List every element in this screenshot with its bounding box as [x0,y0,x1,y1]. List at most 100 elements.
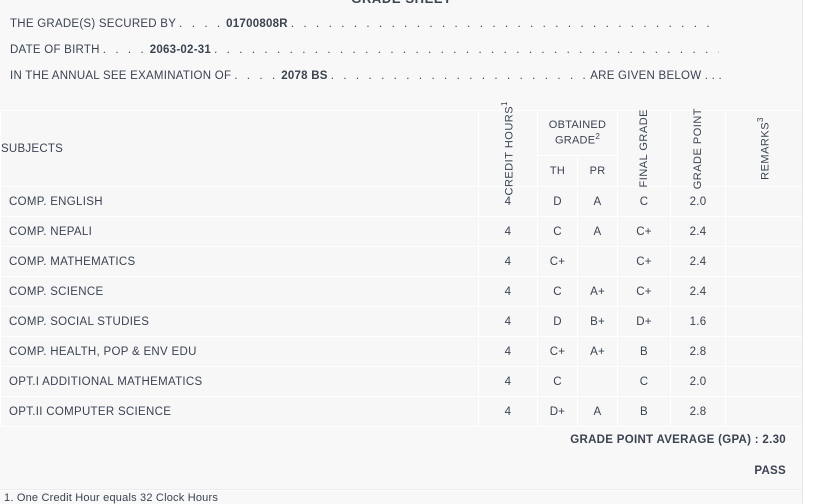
cell-obtained-pr [576,246,619,277]
cell-final-grade: C+ [617,216,672,247]
table-row: COMP. SCIENCE 4 C A+ C+ 2.4 [0,276,802,307]
cell-subject: COMP. ENGLISH [0,186,479,217]
table-row: COMP. ENGLISH 4 D A C 2.0 [0,186,802,217]
intro-label: IN THE ANNUAL SEE EXAMINATION OF [10,70,232,82]
dot-leader: . . . . . [102,44,147,56]
footnote-marker-2: 2 [595,132,601,142]
cell-obtained-th: C [537,216,578,247]
cell-obtained-pr: A [576,396,619,427]
dot-leader: . . . . . . . . . . . . . . . . . . . . … [214,44,719,56]
cell-grade-point: 2.8 [670,336,727,367]
column-header-grade-point: GRADE POINT [670,107,727,190]
column-header-obtained-grade: OBTAINED GRADE2 [536,110,619,156]
column-header-subjects: SUBJECTS [0,110,479,187]
cell-remarks [725,186,802,217]
table-row: OPT.I ADDITIONAL MATHEMATICS 4 C C 2.0 [0,366,802,397]
dot-leader: . . . . . . [179,18,224,30]
cell-grade-point: 2.4 [670,216,727,247]
cell-final-grade: C+ [617,246,672,277]
cell-subject: COMP. SOCIAL STUDIES [0,306,479,337]
cell-credit-hours: 4 [478,276,538,307]
column-header-th: TH [537,155,578,187]
cell-obtained-th: D+ [537,396,578,427]
intro-label: THE GRADE(S) SECURED BY [10,18,177,30]
cell-subject: COMP. MATHEMATICS [0,246,479,277]
cell-subject: COMP. SCIENCE [0,276,479,307]
intro-label: DATE OF BIRTH [10,44,100,56]
cell-final-grade: C [617,366,672,397]
cell-obtained-th: C [537,276,578,307]
cell-credit-hours: 4 [478,306,538,337]
symbol-number-value: 01700808R [226,18,288,30]
cell-grade-point: 2.4 [670,246,727,277]
cell-grade-point: 2.8 [670,396,727,427]
footer-divider [0,489,802,491]
dot-leader: . . . . . . [234,70,279,82]
cell-subject: OPT.II COMPUTER SCIENCE [0,396,479,427]
cell-remarks [725,276,802,307]
dot-leader: . . . . . . . . . . . . . . . . . . . . … [330,70,587,82]
cell-subject: OPT.I ADDITIONAL MATHEMATICS [0,366,479,397]
table-row: COMP. SOCIAL STUDIES 4 D B+ D+ 1.6 [0,306,802,337]
cell-final-grade: B [617,396,672,427]
cell-grade-point: 2.0 [670,186,727,217]
page-title: GRADE SHEET [0,0,802,6]
cell-remarks [725,336,802,367]
gpa-summary: GRADE POINT AVERAGE (GPA) : 2.30 [570,434,786,446]
cell-obtained-pr: A+ [576,336,619,367]
column-header-remarks: REMARKS3 [725,110,802,187]
column-header-pr: PR [576,155,619,187]
column-header-final-grade: FINAL GRADE [617,109,672,188]
remarks-label: REMARKS3 [756,117,773,180]
cell-obtained-th: D [537,186,578,217]
cell-credit-hours: 4 [478,246,538,277]
table-row: OPT.II COMPUTER SCIENCE 4 D+ A B 2.8 [0,396,802,427]
intro-block: THE GRADE(S) SECURED BY . . . . . . 0170… [10,18,722,96]
intro-line-date-of-birth: DATE OF BIRTH . . . . . 2063-02-31 . . .… [10,44,722,70]
page-gutter [804,0,835,504]
cell-grade-point: 1.6 [670,306,727,337]
table-header-row-2: TH PR [1,155,803,187]
table-row: COMP. NEPALI 4 C A C+ 2.4 [0,216,802,247]
credit-hours-label: CREDIT HOURS1 [499,101,516,196]
cell-obtained-pr [576,366,619,397]
grade-sheet-page: GRADE SHEET THE GRADE(S) SECURED BY . . … [0,0,803,504]
cell-remarks [725,216,802,247]
date-of-birth-value: 2063-02-31 [149,44,212,56]
grade-point-label: GRADE POINT [691,107,704,190]
cell-remarks [725,366,802,397]
cell-remarks [725,246,802,277]
cell-grade-point: 2.4 [670,276,727,307]
cell-remarks [725,306,802,337]
exam-year-value: 2078 BS [281,70,328,82]
dot-leader: . . . . . . . . . . . . . . . . . . . . … [290,18,719,30]
cell-obtained-th: C+ [537,246,578,277]
intro-tail: ARE GIVEN BELOW . . . [590,70,722,82]
footnote-1: 1. One Credit Hour equals 32 Clock Hours [4,492,219,504]
cell-obtained-th: C [537,366,578,397]
cell-subject: COMP. HEALTH, POP & ENV EDU [0,336,479,367]
grades-table-body: COMP. ENGLISH 4 D A C 2.0 COMP. NEPALI 4… [0,186,802,427]
cell-obtained-pr: B+ [576,306,619,337]
footnote-marker-1: 1 [499,101,509,107]
result-status: PASS [754,465,786,477]
table-header-row-1: SUBJECTS CREDIT HOURS1 OBTAINED GRADE2 F… [0,101,802,196]
cell-final-grade: D+ [617,306,672,337]
footnote-marker-3: 3 [756,117,766,123]
cell-obtained-th: C+ [537,336,578,367]
table-row: COMP. MATHEMATICS 4 C+ C+ 2.4 [0,246,802,277]
cell-final-grade: C+ [617,276,672,307]
table-row: COMP. HEALTH, POP & ENV EDU 4 C+ A+ B 2.… [0,336,802,367]
cell-obtained-pr: A [576,186,619,217]
intro-line-grades-secured-by: THE GRADE(S) SECURED BY . . . . . . 0170… [10,18,722,44]
cell-obtained-th: D [537,306,578,337]
cell-obtained-pr: A+ [576,276,619,307]
intro-line-examination-year: IN THE ANNUAL SEE EXAMINATION OF . . . .… [10,70,722,96]
cell-remarks [725,396,802,427]
cell-credit-hours: 4 [478,216,538,247]
cell-credit-hours: 4 [478,336,538,367]
cell-final-grade: C [617,186,672,217]
cell-grade-point: 2.0 [670,366,727,397]
cell-final-grade: B [617,336,672,367]
cell-credit-hours: 4 [478,366,538,397]
